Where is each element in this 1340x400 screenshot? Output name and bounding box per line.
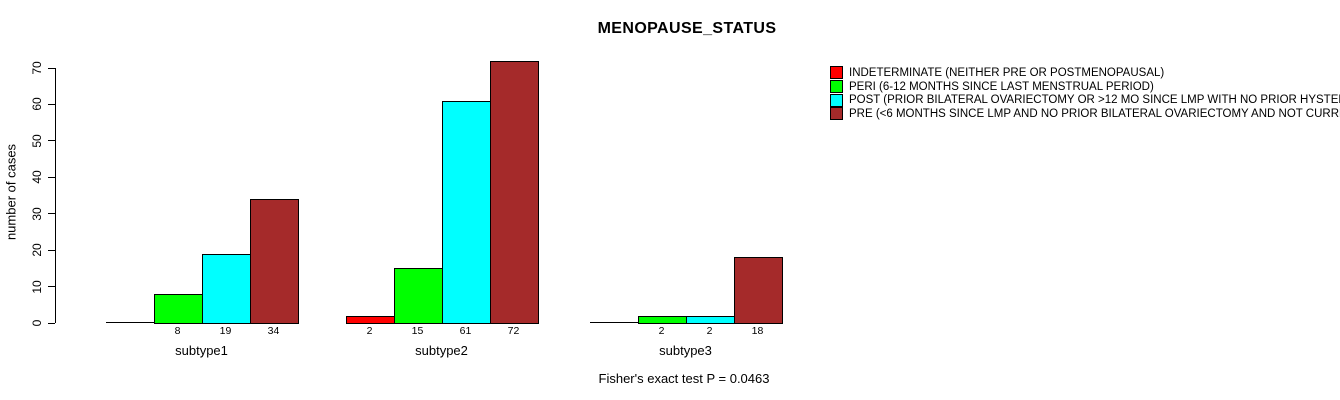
x-category-label: subtype2: [415, 343, 468, 358]
y-axis-tick: [48, 176, 55, 178]
legend-swatch-indeterminate: [830, 66, 843, 80]
bar-value-label: 72: [507, 325, 520, 337]
bar-value-label: 8: [174, 325, 181, 337]
y-axis-tick: [48, 249, 55, 251]
legend-label-indeterminate: INDETERMINATE (NEITHER PRE OR POSTMENOPA…: [849, 66, 1165, 79]
legend: INDETERMINATE (NEITHER PRE OR POSTMENOPA…: [830, 66, 1340, 121]
bar-value-label: 61: [459, 325, 472, 337]
legend-swatch-peri: [830, 80, 843, 94]
legend-swatch-pre: [830, 107, 843, 121]
y-tick-label: 70: [30, 61, 44, 75]
bar-peri-subtype3: [637, 315, 687, 324]
bar-value-label: 2: [706, 325, 713, 337]
bar-value-label: 15: [411, 325, 424, 337]
y-axis-tick: [48, 213, 55, 215]
y-axis-tick: [48, 322, 55, 324]
y-tick-label: 20: [30, 243, 44, 257]
bar-pre-subtype1: [249, 199, 299, 324]
bar-value-label: 19: [219, 325, 232, 337]
y-axis-tick: [48, 67, 55, 69]
bar-post-subtype2: [441, 100, 491, 324]
y-axis-tick: [48, 103, 55, 105]
bar-pre-subtype3: [733, 257, 783, 324]
legend-item-peri: PERI (6-12 MONTHS SINCE LAST MENSTRUAL P…: [830, 80, 1340, 94]
y-axis-tick: [48, 140, 55, 142]
x-category-label: subtype3: [659, 343, 712, 358]
y-axis-line: [55, 68, 56, 323]
bar-peri-subtype2: [393, 268, 443, 324]
y-tick-label: 0: [30, 319, 44, 327]
bar-value-label: 34: [267, 325, 280, 337]
legend-item-pre: PRE (<6 MONTHS SINCE LMP AND NO PRIOR BI…: [830, 107, 1340, 121]
y-tick-label: 10: [30, 279, 44, 294]
bar-indeterminate-subtype2: [345, 315, 395, 324]
x-category-label: subtype1: [175, 343, 228, 358]
legend-swatch-post: [830, 93, 843, 107]
bar-value-label: 2: [366, 325, 373, 337]
legend-item-indeterminate: INDETERMINATE (NEITHER PRE OR POSTMENOPA…: [830, 66, 1340, 80]
bar-peri-subtype1: [153, 293, 203, 324]
bar-zero-indeterminate-subtype3: [589, 322, 639, 323]
legend-item-post: POST (PRIOR BILATERAL OVARIECTOMY OR >12…: [830, 93, 1340, 107]
chart-title: MENOPAUSE_STATUS: [597, 20, 777, 37]
bar-zero-indeterminate-subtype1: [105, 322, 155, 323]
legend-label-post: POST (PRIOR BILATERAL OVARIECTOMY OR >12…: [849, 94, 1340, 107]
bar-value-label: 18: [751, 325, 764, 337]
bar-post-subtype3: [685, 315, 735, 324]
y-tick-label: 30: [30, 207, 44, 221]
annotation-text: Fisher's exact test P = 0.0463: [598, 371, 770, 386]
y-axis-tick: [48, 286, 55, 288]
bar-pre-subtype2: [489, 60, 539, 324]
legend-label-pre: PRE (<6 MONTHS SINCE LMP AND NO PRIOR BI…: [849, 107, 1340, 120]
bar-value-label: 2: [658, 325, 665, 337]
y-tick-label: 40: [30, 170, 44, 184]
bar-post-subtype1: [201, 253, 251, 324]
y-axis-title: number of cases: [3, 143, 19, 241]
y-tick-label: 50: [30, 134, 44, 148]
y-tick-label: 60: [30, 97, 44, 112]
legend-label-peri: PERI (6-12 MONTHS SINCE LAST MENSTRUAL P…: [849, 80, 1154, 93]
